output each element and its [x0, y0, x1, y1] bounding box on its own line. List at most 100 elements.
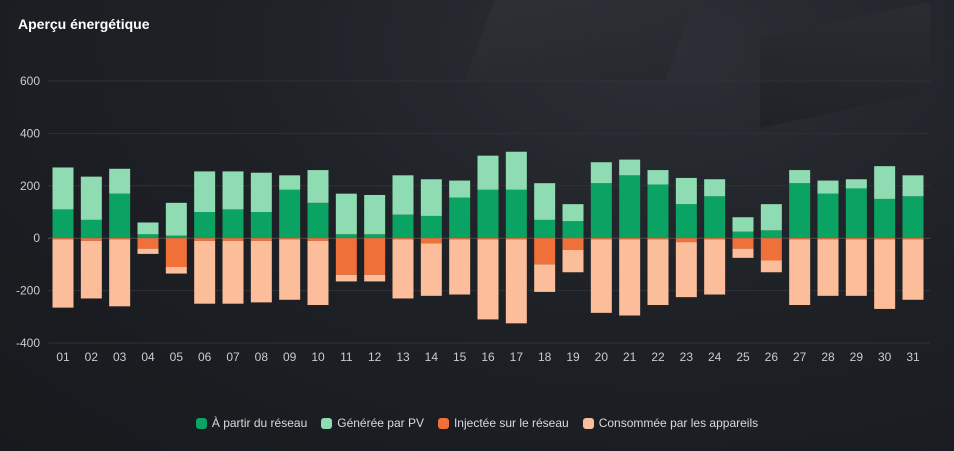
- legend-item-consumed[interactable]: Consommée par les appareils: [582, 416, 758, 430]
- bar-segment-09-s3[interactable]: [279, 239, 301, 300]
- bar-segment-23-s2[interactable]: [675, 238, 697, 243]
- bar-segment-21-s2[interactable]: [619, 238, 641, 240]
- bar-segment-19-s1[interactable]: [562, 204, 584, 222]
- bar-segment-18-s2[interactable]: [534, 238, 556, 265]
- bar-segment-30-s0[interactable]: [874, 198, 896, 239]
- bar-segment-11-s3[interactable]: [335, 274, 357, 282]
- bar-segment-30-s2[interactable]: [874, 238, 896, 240]
- bar-segment-07-s0[interactable]: [222, 209, 244, 239]
- bar-segment-19-s3[interactable]: [562, 249, 584, 273]
- bar-segment-05-s3[interactable]: [165, 267, 187, 274]
- bar-segment-29-s0[interactable]: [845, 188, 867, 239]
- bar-segment-27-s2[interactable]: [789, 238, 811, 240]
- bar-segment-01-s3[interactable]: [52, 239, 74, 308]
- bar-segment-20-s1[interactable]: [590, 162, 612, 184]
- bar-segment-05-s2[interactable]: [165, 238, 187, 268]
- bar-segment-12-s3[interactable]: [364, 274, 386, 282]
- bar-segment-16-s1[interactable]: [477, 155, 499, 190]
- bar-segment-31-s0[interactable]: [902, 196, 924, 239]
- bar-segment-12-s1[interactable]: [364, 194, 386, 235]
- bar-segment-11-s2[interactable]: [335, 238, 357, 275]
- bar-segment-13-s0[interactable]: [392, 214, 414, 239]
- bar-segment-23-s3[interactable]: [675, 242, 697, 298]
- bar-segment-04-s1[interactable]: [137, 222, 159, 235]
- bar-segment-07-s3[interactable]: [222, 240, 244, 304]
- bar-segment-05-s1[interactable]: [165, 202, 187, 236]
- bar-segment-24-s2[interactable]: [704, 238, 726, 240]
- bar-segment-05-s0[interactable]: [165, 235, 187, 239]
- bar-segment-02-s1[interactable]: [80, 176, 102, 220]
- bar-segment-08-s2[interactable]: [250, 238, 272, 241]
- bar-segment-14-s2[interactable]: [420, 238, 442, 244]
- bar-segment-21-s0[interactable]: [619, 175, 641, 239]
- bar-segment-26-s3[interactable]: [760, 260, 782, 273]
- bar-segment-09-s1[interactable]: [279, 175, 301, 190]
- bar-segment-20-s0[interactable]: [590, 183, 612, 239]
- bar-segment-27-s3[interactable]: [789, 239, 811, 306]
- bar-segment-31-s1[interactable]: [902, 175, 924, 197]
- bar-segment-12-s0[interactable]: [364, 234, 386, 239]
- bar-segment-03-s2[interactable]: [109, 238, 131, 240]
- bar-segment-02-s2[interactable]: [80, 238, 102, 241]
- bar-segment-24-s3[interactable]: [704, 239, 726, 295]
- bar-segment-14-s0[interactable]: [420, 215, 442, 239]
- legend-item-grid-export[interactable]: Injectée sur le réseau: [437, 416, 569, 430]
- bar-segment-02-s0[interactable]: [80, 219, 102, 239]
- bar-segment-24-s1[interactable]: [704, 179, 726, 197]
- bar-segment-23-s0[interactable]: [675, 204, 697, 239]
- bar-segment-20-s2[interactable]: [590, 238, 612, 240]
- bar-segment-27-s1[interactable]: [789, 170, 811, 184]
- bar-segment-26-s0[interactable]: [760, 230, 782, 239]
- bar-segment-13-s2[interactable]: [392, 238, 414, 240]
- bar-segment-17-s2[interactable]: [505, 238, 527, 240]
- bar-segment-07-s1[interactable]: [222, 171, 244, 210]
- bar-segment-21-s3[interactable]: [619, 239, 641, 316]
- bar-segment-28-s0[interactable]: [817, 193, 839, 239]
- bar-segment-25-s1[interactable]: [732, 217, 754, 232]
- bar-segment-31-s3[interactable]: [902, 239, 924, 300]
- bar-segment-22-s3[interactable]: [647, 239, 669, 306]
- bar-segment-03-s1[interactable]: [109, 168, 131, 194]
- bar-segment-14-s1[interactable]: [420, 179, 442, 216]
- bar-segment-01-s1[interactable]: [52, 167, 74, 210]
- bar-segment-06-s0[interactable]: [194, 212, 216, 239]
- bar-segment-15-s3[interactable]: [449, 239, 471, 295]
- bar-segment-10-s0[interactable]: [307, 202, 329, 239]
- bar-segment-17-s3[interactable]: [505, 239, 527, 324]
- bar-segment-17-s1[interactable]: [505, 151, 527, 190]
- bar-segment-22-s0[interactable]: [647, 184, 669, 239]
- bar-segment-07-s2[interactable]: [222, 238, 244, 241]
- bar-segment-25-s2[interactable]: [732, 238, 754, 249]
- bar-segment-09-s0[interactable]: [279, 189, 301, 239]
- legend-item-pv-generated[interactable]: Générée par PV: [321, 416, 424, 430]
- bar-segment-26-s1[interactable]: [760, 204, 782, 231]
- bar-segment-24-s0[interactable]: [704, 196, 726, 239]
- bar-segment-04-s3[interactable]: [137, 248, 159, 254]
- bar-segment-25-s3[interactable]: [732, 248, 754, 258]
- bar-segment-30-s3[interactable]: [874, 239, 896, 309]
- bar-segment-11-s0[interactable]: [335, 234, 357, 239]
- bar-segment-01-s0[interactable]: [52, 209, 74, 239]
- bar-segment-18-s1[interactable]: [534, 183, 556, 220]
- bar-segment-18-s3[interactable]: [534, 264, 556, 292]
- bar-segment-15-s2[interactable]: [449, 238, 471, 240]
- bar-segment-31-s2[interactable]: [902, 238, 924, 240]
- bar-segment-06-s3[interactable]: [194, 240, 216, 304]
- bar-segment-30-s1[interactable]: [874, 166, 896, 199]
- legend-item-grid-import[interactable]: À partir du réseau: [195, 416, 307, 430]
- bar-segment-10-s1[interactable]: [307, 170, 329, 203]
- bar-segment-08-s1[interactable]: [250, 172, 272, 212]
- bar-segment-22-s1[interactable]: [647, 170, 669, 185]
- bar-segment-16-s3[interactable]: [477, 239, 499, 320]
- bar-segment-22-s2[interactable]: [647, 238, 669, 240]
- bar-segment-21-s1[interactable]: [619, 159, 641, 176]
- bar-segment-13-s1[interactable]: [392, 175, 414, 215]
- bar-segment-19-s0[interactable]: [562, 221, 584, 239]
- bar-segment-11-s1[interactable]: [335, 193, 357, 235]
- bar-segment-18-s0[interactable]: [534, 219, 556, 239]
- bar-segment-29-s2[interactable]: [845, 238, 867, 240]
- bar-segment-02-s3[interactable]: [80, 240, 102, 299]
- bar-segment-06-s1[interactable]: [194, 171, 216, 212]
- bar-segment-17-s0[interactable]: [505, 189, 527, 239]
- bar-segment-28-s3[interactable]: [817, 239, 839, 296]
